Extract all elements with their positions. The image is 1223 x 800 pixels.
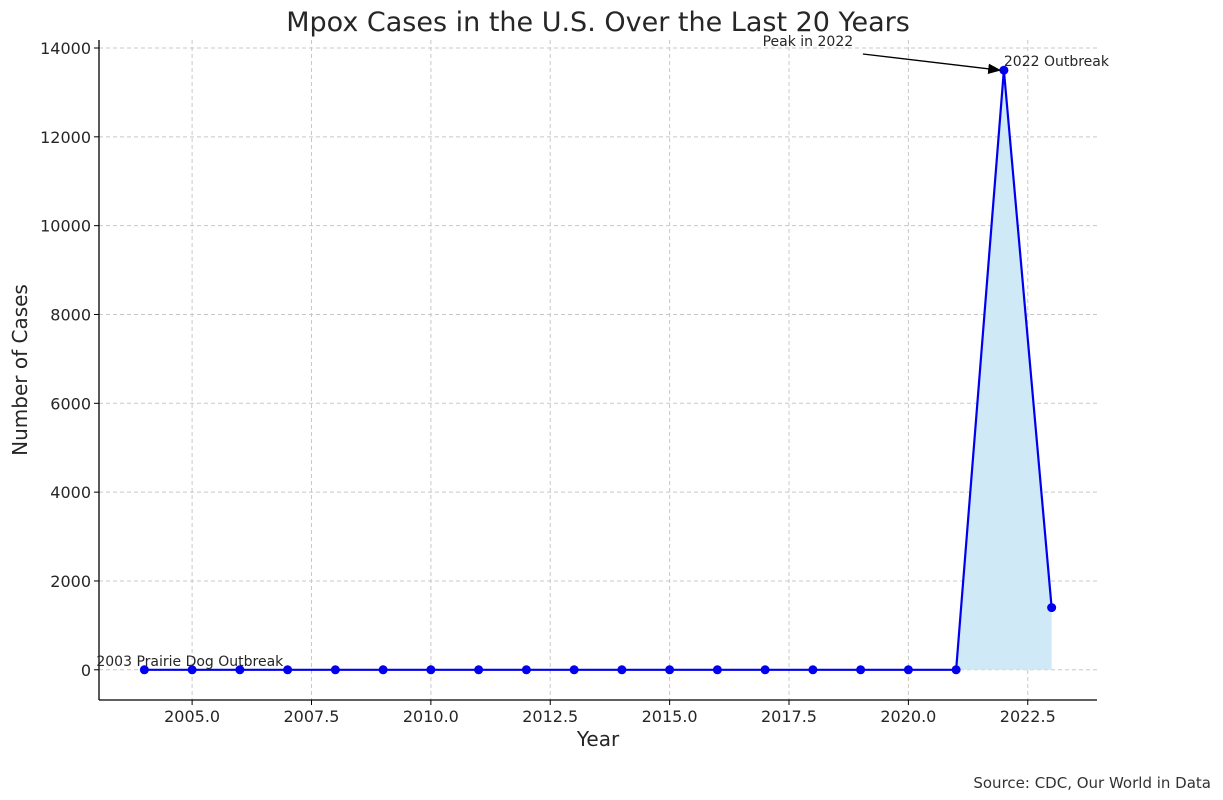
data-point-2010 <box>426 665 436 675</box>
data-point-2023 <box>1047 603 1057 613</box>
data-point-2022 <box>999 65 1009 75</box>
x-tick-label: 2007.5 <box>284 707 340 726</box>
data-point-2017 <box>760 665 770 675</box>
y-axis-label: Number of Cases <box>8 284 32 456</box>
x-tick-label: 2020.0 <box>880 707 936 726</box>
x-tick-label: 2010.0 <box>403 707 459 726</box>
outbreak-area-fill <box>956 70 1052 670</box>
y-tick-label: 4000 <box>50 483 91 502</box>
x-tick-label: 2005.0 <box>164 707 220 726</box>
data-point-2016 <box>712 665 722 675</box>
data-point-2012 <box>521 665 531 675</box>
annotations: 2003 Prairie Dog Outbreak 2022 Outbreak Pe… <box>96 34 1110 670</box>
y-tick-label: 8000 <box>50 305 91 324</box>
grid-lines <box>99 40 1097 700</box>
data-point-2009 <box>378 665 388 675</box>
data-point-2004 <box>139 665 149 675</box>
y-axis-ticks: 0 2000 4000 6000 8000 10000 12000 14000 <box>40 39 99 680</box>
annotation-label-1: 2022 Outbreak <box>1004 54 1110 70</box>
data-point-2014 <box>617 665 627 675</box>
x-tick-label: 2012.5 <box>522 707 578 726</box>
axes <box>98 40 1097 701</box>
y-tick-label: 12000 <box>40 128 91 147</box>
annotation-peak-arrow <box>862 53 1002 74</box>
x-tick-label: 2017.5 <box>761 707 817 726</box>
data-point-2011 <box>474 665 484 675</box>
y-tick-label: 14000 <box>40 39 91 58</box>
data-point-2013 <box>569 665 579 675</box>
data-point-2015 <box>665 665 675 675</box>
y-tick-label: 6000 <box>50 394 91 413</box>
source-note: Source: CDC, Our World in Data <box>973 774 1211 792</box>
data-points <box>139 65 1057 675</box>
data-point-2005 <box>187 665 197 675</box>
data-point-2019 <box>856 665 866 675</box>
data-point-2006 <box>235 665 245 675</box>
x-axis-label: Year <box>576 727 620 751</box>
data-point-2008 <box>330 665 340 675</box>
y-tick-label: 10000 <box>40 217 91 236</box>
y-tick-label: 0 <box>81 661 91 680</box>
annotation-label-0: 2003 Prairie Dog Outbreak <box>96 654 284 670</box>
data-point-2018 <box>808 665 818 675</box>
data-point-2007 <box>283 665 293 675</box>
y-tick-label: 2000 <box>50 572 91 591</box>
data-point-2021 <box>951 665 961 675</box>
chart-title: Mpox Cases in the U.S. Over the Last 20 … <box>286 7 910 38</box>
x-axis-ticks: 2005.0 2007.5 2010.0 2012.5 2015.0 2017.5 2020… <box>164 700 1056 726</box>
data-point-2020 <box>903 665 913 675</box>
x-tick-label: 2015.0 <box>642 707 698 726</box>
x-tick-label: 2022.5 <box>1000 707 1056 726</box>
series-line <box>144 70 1053 671</box>
annotation-peak-label: Peak in 2022 <box>763 34 854 50</box>
